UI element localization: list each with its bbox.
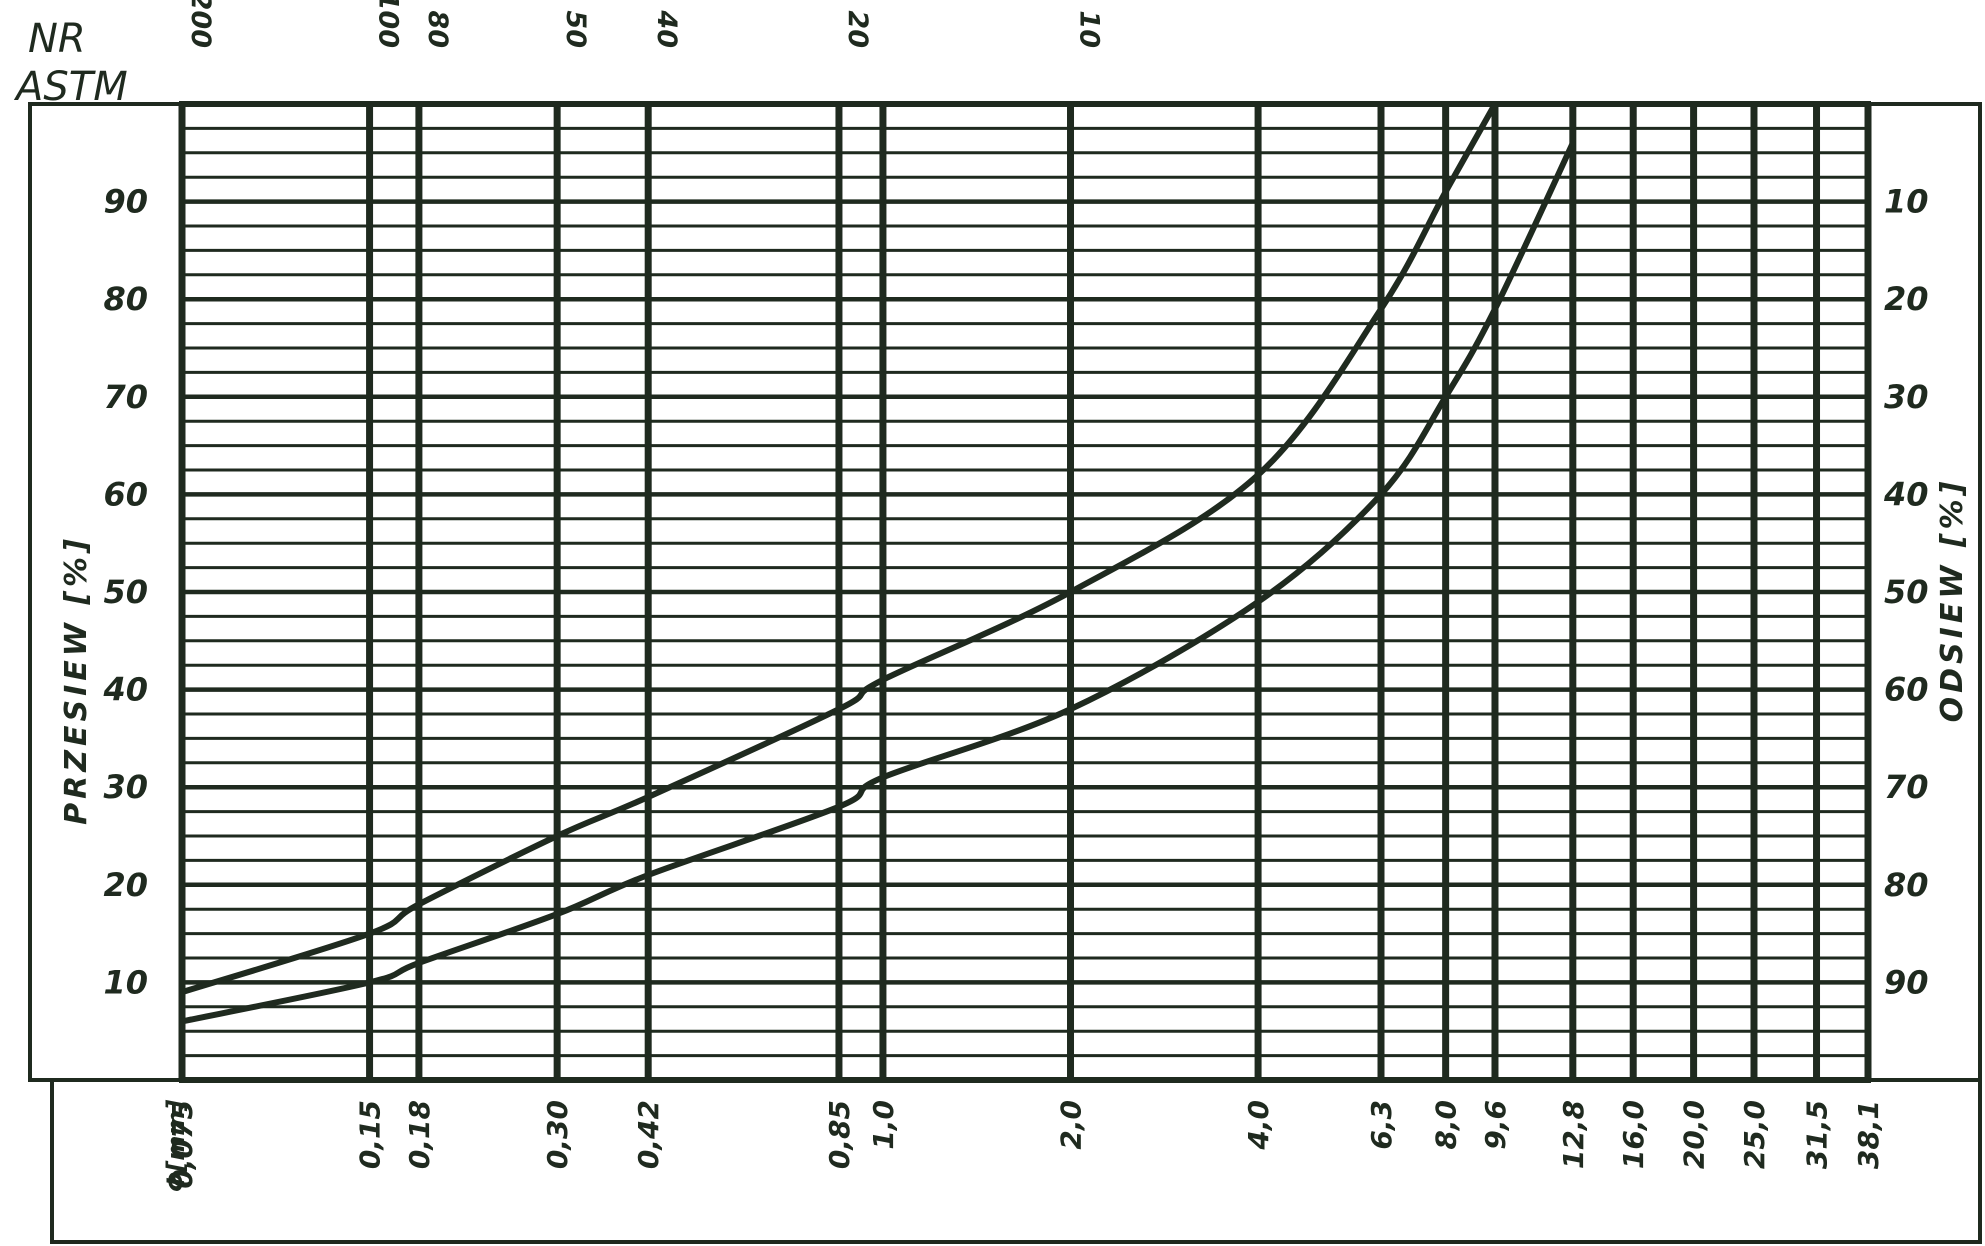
astm-tick-label: 100 (373, 0, 404, 48)
y-tick-label-right: 20 (1884, 280, 1929, 318)
x-axis-label: Φ[mm] (162, 1100, 190, 1192)
x-tick-label: 2,0 (1055, 1100, 1088, 1150)
x-tick-label: 16,0 (1617, 1100, 1650, 1169)
y-tick-label-right: 30 (1884, 378, 1929, 416)
chart-labels: NR ASTM Φ[mm] PRZESIEW [%] ODSIEW [%] 0,… (13, 0, 1970, 1192)
y-tick-label-left: 50 (103, 573, 148, 611)
grading-curve-1 (179, 101, 1498, 996)
y-tick-label-right: 70 (1884, 768, 1929, 806)
y-tick-label-left: 40 (102, 671, 148, 709)
y-tick-label-left: 80 (103, 280, 148, 318)
x-tick-label: 0,075 (166, 1100, 199, 1189)
astm-tick-label: 10 (1074, 10, 1105, 48)
x-tick-label: 0,85 (823, 1100, 856, 1169)
grading-curve-2 (179, 140, 1576, 1025)
y-tick-label-right: 10 (1884, 183, 1929, 221)
y-tick-label-right: 90 (1884, 963, 1929, 1001)
x-tick-label: 20,0 (1678, 1100, 1711, 1169)
y-tick-label-left: 30 (103, 768, 148, 806)
y-tick-label-right: 50 (1884, 573, 1929, 611)
y-tick-label-left: 20 (103, 866, 148, 904)
x-tick-label: 0,18 (403, 1100, 436, 1169)
astm-tick-label: 50 (560, 10, 591, 48)
x-tick-label: 0,15 (354, 1100, 387, 1169)
chart-grid (178, 104, 1872, 1080)
astm-tick-label: 80 (422, 10, 453, 48)
x-tick-label: 6,3 (1365, 1100, 1398, 1150)
y-tick-label-left: 10 (103, 963, 148, 1001)
x-tick-label: 38,1 (1852, 1100, 1885, 1169)
y-tick-label-left: 60 (103, 475, 148, 513)
y-tick-label-right: 40 (1883, 475, 1929, 513)
header-nr: NR (28, 16, 86, 62)
x-tick-label: 25,0 (1738, 1100, 1771, 1169)
x-tick-label: 0,30 (541, 1100, 574, 1169)
y-axis-label-left: PRZESIEW [%] (59, 535, 94, 825)
x-tick-label: 0,42 (632, 1100, 665, 1169)
y-axis-label-right: ODSIEW [%] (1935, 478, 1970, 723)
x-tick-label: 12,8 (1557, 1100, 1590, 1169)
astm-tick-label: 40 (651, 9, 682, 48)
x-tick-label: 9,6 (1479, 1100, 1512, 1150)
y-tick-label-left: 70 (103, 378, 148, 416)
x-tick-label: 8,0 (1430, 1100, 1463, 1150)
astm-tick-label: 20 (842, 10, 873, 48)
x-tick-label: 4,0 (1242, 1100, 1275, 1151)
grading-curves (179, 101, 1576, 1025)
x-tick-label: 31,5 (1801, 1100, 1834, 1169)
x-tick-label: 1,0 (867, 1100, 900, 1150)
astm-tick-label: 200 (185, 0, 216, 48)
header-astm: ASTM (13, 64, 128, 110)
y-tick-label-right: 80 (1884, 866, 1929, 904)
y-tick-label-left: 90 (103, 183, 148, 221)
y-tick-label-right: 60 (1884, 671, 1929, 709)
